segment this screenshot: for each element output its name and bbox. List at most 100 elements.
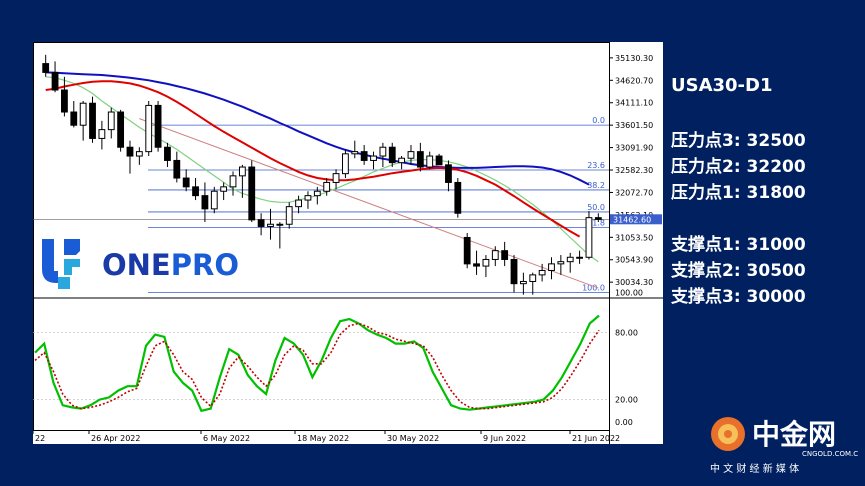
candle [220,182,228,201]
candle [407,145,415,165]
fib-label: 50.0 [587,203,605,212]
ma-blue-line [45,71,590,186]
candle-body [267,223,274,227]
candle [276,222,284,249]
date-tick-label: 30 May 2022 [387,434,439,443]
candle [351,140,359,159]
candle-body [182,177,190,188]
symbol-label: USA30-D1 [671,75,773,96]
date-tick-label: 26 Apr 2022 [91,434,140,443]
candle [360,145,368,165]
candle-body [117,111,125,148]
chart-grid [33,42,663,444]
candle [332,169,340,190]
candle [416,142,424,172]
candle [42,54,50,77]
candle-body [248,166,256,221]
candle [135,147,143,165]
price-tick-label: 34620.70 [615,76,653,85]
fib-label: 23.6 [587,161,605,170]
candle-body [398,157,406,164]
date-tick-label: 6 May 2022 [203,434,250,443]
candle [323,178,331,196]
candle-body [154,104,162,148]
candle-body [173,159,181,179]
logo-text-pro: PRO [171,248,239,282]
candle [370,151,377,170]
price-tick-label: 30543.90 [615,256,653,265]
candle [257,213,265,236]
candle-body [285,206,293,225]
candle-body [501,250,509,260]
candle [454,178,462,218]
date-tick-label: 18 May 2022 [297,434,349,443]
onepro-logo: ONEPRO [42,239,239,289]
price-axis: 35130.30 34620.70 34111.10 33601.50 33091.90… [609,54,662,297]
date-tick-label: 22 [35,434,45,443]
candle [482,255,490,278]
candle-body [201,195,209,210]
resistance-1: 压力点1: 31800 [671,183,806,203]
candle-body [295,199,302,208]
candle-body [370,155,377,161]
candle-body [351,151,359,155]
candle [538,263,546,282]
candle-body [164,146,171,161]
candle-body [323,181,331,192]
candle-body [89,102,96,139]
candle-body [229,175,237,188]
candle [285,202,293,229]
candle-body [566,256,574,263]
candle-body [557,261,565,265]
candle [445,160,452,192]
candle [519,272,527,295]
candle [342,149,349,179]
price-tick-label: 31053.50 [615,233,653,242]
candle-body [238,166,246,177]
stoch-top-label: 100.00 [615,288,643,297]
fib-label: 38.2 [587,181,605,190]
candle-body [519,280,527,285]
candle-body [257,219,265,227]
candle-body [548,263,555,271]
stoch-tick-label: 0.00 [615,418,633,427]
candle-body [304,195,312,201]
price-tick-label: 33601.50 [615,121,653,130]
candle [491,246,499,267]
candle-body [435,155,443,166]
candle [229,171,237,196]
candle-body [79,102,87,126]
candles [42,54,602,295]
candle [192,178,199,201]
candle [164,142,171,168]
brand-name: 中金网 [752,418,836,451]
candle [510,255,518,293]
candle [173,151,181,183]
support-3: 支撑点3: 30000 [671,287,806,307]
price-tick-label: 35130.30 [615,54,653,63]
candle [248,160,256,223]
current-price-box [610,214,662,225]
candle-body [135,151,143,157]
price-tick-label: 33091.90 [615,144,653,153]
logo-mark-small-icon [58,277,70,289]
candle [201,182,209,223]
candle-body [388,146,396,164]
candle [398,156,406,170]
candle [107,107,115,139]
fibonacci-levels: 0.0 23.6 38.2 50.0 61.8 100.0 [33,116,609,293]
resistance-3: 压力点3: 32500 [671,131,806,151]
cngold-brand: 中金网 CNGOLD.COM.CN 中 文 财 经 新 媒 体 [710,417,858,475]
logo-mark-left-icon [42,239,58,283]
candle-body [454,181,462,214]
logo-mark-top-icon [64,239,80,255]
trendline [139,118,599,289]
trendline-segment [139,118,599,289]
candle [435,153,443,166]
candle [576,250,583,264]
fib-label: 0.0 [592,116,605,125]
candle [304,191,312,209]
ma-green-line [45,76,599,263]
stoch-signal-line [34,322,600,410]
price-tick-label: 30034.30 [615,278,653,287]
